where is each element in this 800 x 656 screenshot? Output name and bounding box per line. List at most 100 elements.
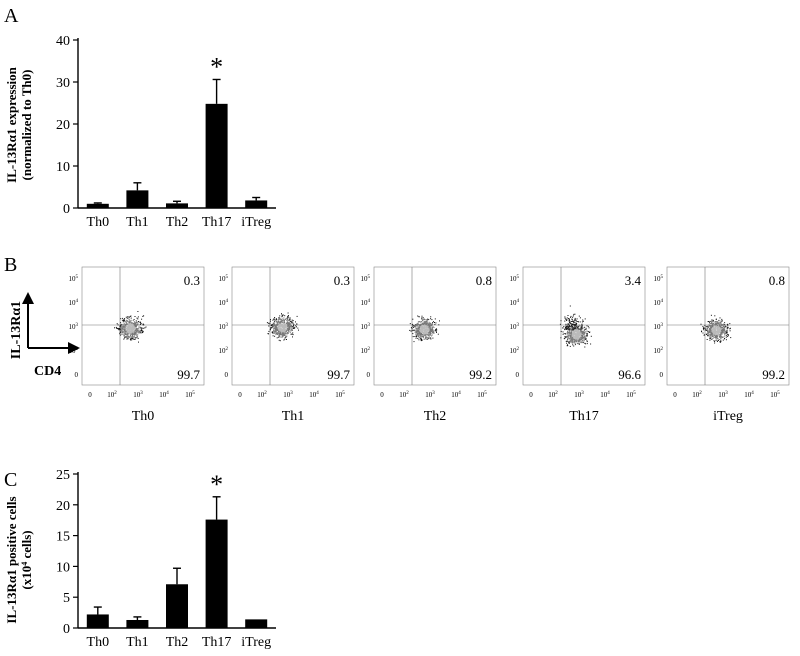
flow-xtick-label: 102 — [399, 391, 409, 399]
chart-c-category-label: Th0 — [87, 635, 110, 650]
flow-ytick-exponent: 4 — [76, 299, 79, 304]
chart-c-category-label: Th2 — [166, 635, 189, 650]
flow-plots-b: 0 102 103 104 105 0 102 103 104 105 0.3 99.7 Th0 0 102… — [69, 266, 790, 424]
flow-upper-right-percent: 0.8 — [769, 273, 785, 288]
flow-xtick-exponent: 3 — [581, 391, 584, 396]
chart-a-category-label: Th0 — [87, 215, 110, 230]
flow-xtick-exponent: 4 — [316, 391, 319, 396]
chart-c-bar — [86, 614, 109, 628]
flow-ytick-exponent: 4 — [368, 299, 371, 304]
flow-xtick-exponent: 4 — [166, 391, 169, 396]
bar-chart-c: 0 5 10 15 20 25 Th0 Th1 Th2 Th17 * iTreg — [56, 468, 276, 650]
flow-plot-th17: 0 102 103 104 105 0 102 103 104 105 3.4 96.6 Th17 — [510, 266, 646, 424]
chart-c-ylabel-line2: (x104 cells) — [19, 530, 34, 589]
flow-plot-th2: 0 102 103 104 105 0 102 103 104 105 0.8 99.2 Th2 — [361, 266, 497, 424]
flow-ytick-label: 0 — [75, 371, 79, 379]
flow-x-axis-label: CD4 — [34, 364, 61, 379]
chart-a-ytick-label: 40 — [56, 34, 70, 49]
flow-ytick-label: 105 — [654, 275, 664, 283]
flow-xtick-exponent: 3 — [290, 391, 293, 396]
chart-c-ytick-label: 20 — [56, 499, 70, 514]
flow-y-axis-label: IL-13Rα1 — [9, 301, 24, 359]
flow-ytick-label: 105 — [361, 275, 371, 283]
flow-ytick-label: 104 — [654, 299, 664, 307]
chart-a-bar — [166, 203, 188, 208]
flow-xtick-label: 0 — [88, 391, 92, 399]
flow-ytick-label: 103 — [219, 323, 229, 331]
flow-xtick-label: 104 — [309, 391, 319, 399]
chart-a-ylabel-line1: IL-13Rα1 expression — [4, 66, 19, 182]
flow-ytick-label: 102 — [510, 347, 520, 355]
flow-plot-frame — [373, 266, 497, 386]
flow-ytick-exponent: 3 — [517, 323, 520, 328]
flow-xtick-exponent: 3 — [432, 391, 435, 396]
flow-ytick-label: 105 — [69, 275, 79, 283]
chart-c-significance-mark: * — [210, 470, 223, 499]
flow-xtick-exponent: 5 — [192, 391, 195, 396]
flow-xtick-label: 0 — [673, 391, 677, 399]
chart-a-category-label: Th17 — [202, 215, 232, 230]
flow-ytick-label: 104 — [510, 299, 520, 307]
flow-xtick-label: 103 — [574, 391, 584, 399]
flow-xtick-label: 104 — [451, 391, 461, 399]
flow-xtick-label: 103 — [283, 391, 293, 399]
flow-ytick-exponent: 3 — [226, 323, 229, 328]
bar-chart-a: 0 10 20 30 40 Th0 Th1 Th2 Th17 * iTreg — [56, 34, 276, 230]
chart-c-bar — [245, 619, 268, 628]
chart-a-ytick-label: 10 — [56, 160, 70, 175]
chart-a-bar — [126, 190, 149, 208]
flow-ytick-label: 0 — [225, 371, 229, 379]
flow-ytick-exponent: 2 — [661, 347, 664, 352]
flow-plot-label: Th2 — [424, 409, 447, 424]
flow-xtick-exponent: 2 — [264, 391, 267, 396]
flow-plot-label: iTreg — [713, 409, 743, 424]
flow-ytick-label: 0 — [660, 371, 664, 379]
flow-xtick-exponent: 2 — [699, 391, 702, 396]
flow-ytick-exponent: 4 — [661, 299, 664, 304]
flow-xtick-exponent: 5 — [342, 391, 345, 396]
flow-dots — [559, 305, 592, 348]
flow-plot-frame — [231, 266, 355, 386]
flow-dots — [266, 312, 299, 342]
chart-a-ytick-label: 20 — [56, 118, 70, 133]
chart-a-ytick-label: 30 — [56, 76, 70, 91]
flow-xtick-label: 105 — [185, 391, 195, 399]
flow-ytick-exponent: 4 — [226, 299, 229, 304]
chart-c-ytick-label: 25 — [56, 468, 70, 483]
flow-upper-right-percent: 0.8 — [476, 273, 492, 288]
flow-ytick-label: 0 — [516, 371, 520, 379]
panel-letter-b: B — [4, 254, 17, 276]
panel-letter-c: C — [4, 469, 17, 491]
flow-xtick-label: 104 — [744, 391, 754, 399]
flow-ytick-label: 102 — [361, 347, 371, 355]
chart-c-bar — [126, 619, 149, 628]
flow-xtick-exponent: 2 — [114, 391, 117, 396]
chart-a-bar — [245, 200, 268, 208]
flow-lower-right-percent: 99.7 — [177, 367, 200, 382]
flow-ytick-label: 104 — [219, 299, 229, 307]
flow-xtick-label: 0 — [529, 391, 533, 399]
flow-ytick-label: 103 — [510, 323, 520, 331]
flow-ytick-label: 105 — [510, 275, 520, 283]
flow-xtick-label: 103 — [718, 391, 728, 399]
flow-ytick-exponent: 5 — [226, 275, 229, 280]
flow-ytick-label: 0 — [367, 371, 371, 379]
flow-xtick-label: 0 — [238, 391, 242, 399]
flow-xtick-label: 0 — [380, 391, 384, 399]
flow-xtick-exponent: 2 — [555, 391, 558, 396]
chart-c-ytick-label: 10 — [56, 560, 70, 575]
flow-xtick-label: 102 — [692, 391, 702, 399]
flow-ytick-exponent: 3 — [76, 323, 79, 328]
chart-a-category-label: Th1 — [126, 215, 149, 230]
flow-xtick-exponent: 5 — [633, 391, 636, 396]
flow-ytick-exponent: 5 — [661, 275, 664, 280]
flow-xtick-exponent: 4 — [751, 391, 754, 396]
flow-xtick-exponent: 3 — [725, 391, 728, 396]
chart-c-bar — [166, 584, 188, 628]
flow-xtick-label: 102 — [548, 391, 558, 399]
flow-xtick-exponent: 4 — [607, 391, 610, 396]
flow-xtick-label: 104 — [159, 391, 169, 399]
flow-xtick-label: 103 — [133, 391, 143, 399]
